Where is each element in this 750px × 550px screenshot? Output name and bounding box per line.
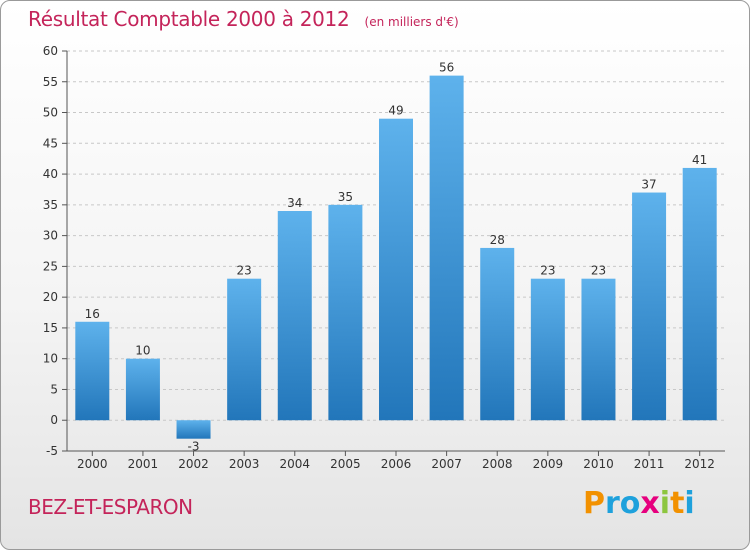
x-tick-label-2006: 2006: [381, 457, 412, 471]
x-tick-label-2005: 2005: [330, 457, 361, 471]
value-label-2007: 56: [439, 61, 454, 75]
title-row: Résultat Comptable 2000 à 2012 (en milli…: [28, 7, 459, 31]
bar-2011: [632, 192, 667, 421]
value-label-2008: 28: [490, 233, 505, 247]
bar-2009: [530, 278, 565, 421]
x-tick-label-2011: 2011: [634, 457, 665, 471]
y-tick-label-2: 5: [50, 382, 58, 396]
value-label-2006: 49: [388, 104, 403, 118]
location-name: BEZ-ET-ESPARON: [28, 495, 193, 519]
y-tick-label-11: 50: [43, 106, 58, 120]
logo-letter: t: [670, 486, 685, 521]
logo-letter: P: [583, 486, 605, 521]
value-label-2004: 34: [287, 196, 302, 210]
y-axis: -5 0 5 10 15 20 25 30 35 40 45 50 55 60: [43, 44, 725, 458]
bar-2008: [480, 247, 515, 421]
value-label-2012: 41: [692, 153, 707, 167]
x-tick-label-2000: 2000: [77, 457, 108, 471]
y-tick-label-0: -5: [46, 444, 58, 458]
y-tick-label-7: 30: [43, 229, 58, 243]
proxiti-logo[interactable]: Proxiti: [583, 486, 695, 521]
y-tick-label-12: 55: [43, 75, 58, 89]
value-label-2002: -3: [188, 440, 200, 454]
y-tick-label-9: 40: [43, 167, 58, 181]
x-axis: 2000 2001 2002 2003 2004 2005 2006 2007 2008 2009…: [77, 451, 715, 471]
x-tick-label-2007: 2007: [431, 457, 462, 471]
x-tick-label-2001: 2001: [128, 457, 159, 471]
bar-2001: [125, 358, 160, 421]
logo-letter: o: [619, 486, 641, 521]
bars: [75, 75, 717, 439]
y-tick-label-6: 25: [43, 259, 58, 273]
logo-letter: i: [659, 486, 671, 521]
bar-2000: [75, 321, 110, 421]
x-tick-label-2010: 2010: [583, 457, 614, 471]
value-label-2001: 10: [135, 344, 150, 358]
x-tick-label-2004: 2004: [279, 457, 310, 471]
y-tick-label-3: 10: [43, 352, 58, 366]
y-tick-label-1: 0: [50, 413, 58, 427]
bar-2003: [227, 278, 262, 421]
logo-letter: x: [640, 486, 660, 521]
y-tick-label-5: 20: [43, 290, 58, 304]
x-tick-label-2009: 2009: [533, 457, 564, 471]
y-tick-label-4: 15: [43, 321, 58, 335]
bar-2007: [429, 75, 464, 421]
y-tick-label-10: 45: [43, 136, 58, 150]
bar-2004: [277, 211, 312, 421]
bar-2012: [682, 167, 717, 421]
y-tick-label-8: 35: [43, 198, 58, 212]
x-tick-label-2008: 2008: [482, 457, 513, 471]
chart-title: Résultat Comptable 2000 à 2012: [28, 7, 350, 31]
bar-2002: [176, 420, 211, 439]
bar-2005: [328, 204, 363, 421]
value-label-2000: 16: [85, 307, 100, 321]
value-label-2009: 23: [540, 264, 555, 278]
y-tick-label-13: 60: [43, 44, 58, 58]
chart-subtitle: (en milliers d'€): [364, 15, 459, 29]
bar-2010: [581, 278, 616, 421]
value-label-2005: 35: [338, 190, 353, 204]
bar-2006: [379, 118, 413, 421]
x-tick-label-2003: 2003: [229, 457, 260, 471]
logo-letter: r: [605, 486, 620, 521]
value-label-2011: 37: [641, 178, 656, 192]
data-labels: 16 10 -3 23 34 35 49 56 28 23 23 37 41: [85, 61, 708, 454]
logo-letter: i: [684, 486, 695, 521]
x-tick-label-2012: 2012: [684, 457, 715, 471]
value-label-2010: 23: [591, 264, 606, 278]
value-label-2003: 23: [237, 264, 252, 278]
x-tick-label-2002: 2002: [178, 457, 209, 471]
